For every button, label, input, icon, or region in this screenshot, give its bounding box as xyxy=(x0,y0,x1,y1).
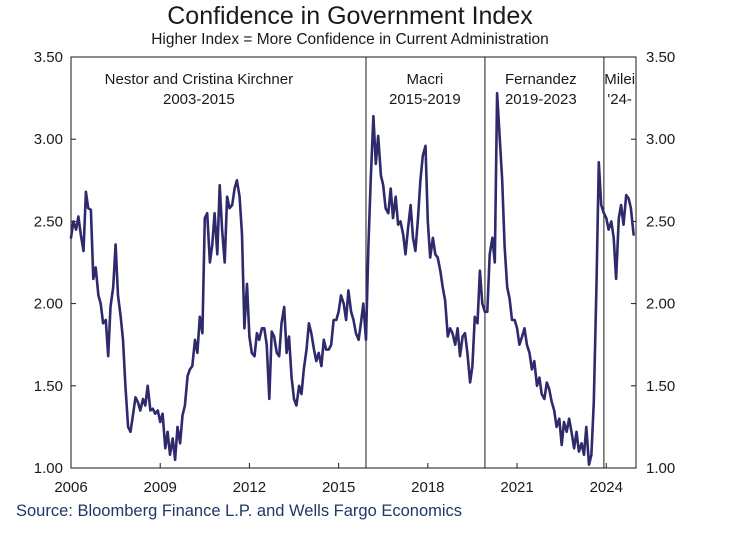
era-label-name: Fernandez xyxy=(505,71,577,88)
y-tick-label-left: 3.00 xyxy=(34,131,63,148)
y-tick-label-left: 1.50 xyxy=(34,378,63,395)
era-label-name: Macri xyxy=(407,71,444,88)
chart-title: Confidence in Government Index xyxy=(167,2,533,30)
era-label-name: Milei xyxy=(604,71,635,88)
y-tick-label-left: 1.00 xyxy=(34,460,63,477)
era-label-years: 2019-2023 xyxy=(505,91,577,108)
y-tick-label-right: 1.50 xyxy=(646,378,675,395)
x-tick-label: 2006 xyxy=(54,479,87,496)
era-label-years: 2003-2015 xyxy=(163,91,235,108)
x-tick-label: 2024 xyxy=(590,479,623,496)
x-tick-label: 2018 xyxy=(411,479,444,496)
era-label-years: 2015-2019 xyxy=(389,91,461,108)
series-group xyxy=(69,91,635,467)
plot-frame xyxy=(70,56,637,469)
y-tick-label-left: 2.00 xyxy=(34,296,63,313)
era-label-years: '24- xyxy=(607,91,632,108)
y-tick-label-right: 2.50 xyxy=(646,213,675,230)
y-tick-label-right: 3.50 xyxy=(646,49,675,66)
x-tick-label: 2009 xyxy=(144,479,177,496)
era-label-name: Nestor and Cristina Kirchner xyxy=(105,71,293,88)
y-tick-label-right: 2.00 xyxy=(646,296,675,313)
axis-ticks: 1.00 1.00 1.50 1.50 2.00 2.00 2.50 2.50 3.00 3.00… xyxy=(34,49,675,496)
era-dividers xyxy=(365,57,605,468)
y-tick-label-right: 3.00 xyxy=(646,131,675,148)
y-tick-label-left: 2.50 xyxy=(34,213,63,230)
source-note: Source: Bloomberg Finance L.P. and Wells… xyxy=(16,502,463,520)
chart-subtitle: Higher Index = More Confidence in Curren… xyxy=(151,31,549,48)
x-tick-label: 2015 xyxy=(322,479,355,496)
era-labels: Nestor and Cristina Kirchner 2003-2015 Mac… xyxy=(105,71,635,108)
x-tick-label: 2012 xyxy=(233,479,266,496)
y-tick-label-left: 3.50 xyxy=(34,49,63,66)
x-tick-label: 2021 xyxy=(500,479,533,496)
series-line xyxy=(69,91,635,467)
y-tick-label-right: 1.00 xyxy=(646,460,675,477)
